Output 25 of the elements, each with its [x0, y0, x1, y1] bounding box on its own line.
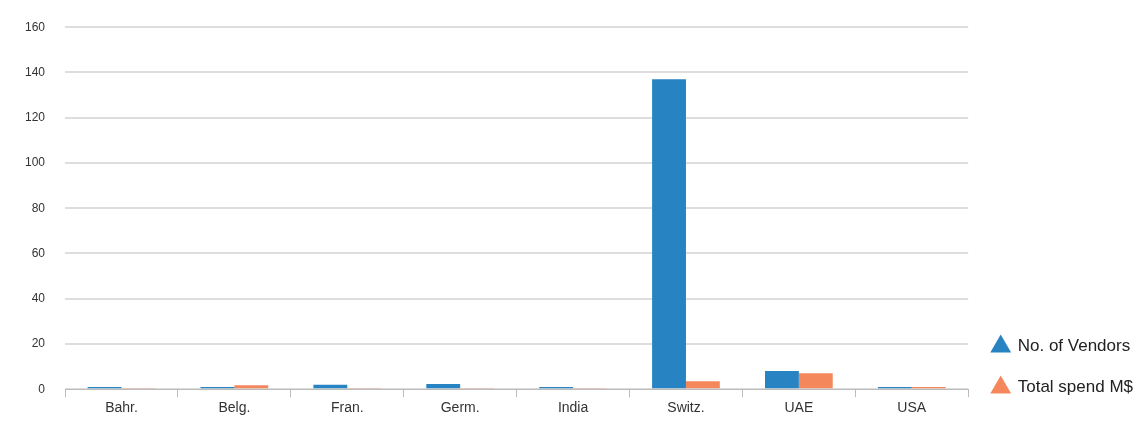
x-tick-label: USA [897, 399, 927, 416]
x-tick-label: Bahr. [105, 399, 138, 416]
bar [798, 373, 833, 389]
y-tick-label: 120 [24, 110, 46, 125]
bar [764, 371, 799, 389]
y-tick-label: 60 [31, 245, 46, 260]
y-tick-label: 100 [24, 155, 46, 170]
bar [685, 381, 720, 389]
bar [234, 385, 269, 389]
legend-label: Total spend M$ [1017, 377, 1134, 397]
y-tick-label: 40 [31, 291, 46, 306]
y-tick-label: 140 [24, 64, 46, 79]
legend-label: No. of Vendors [1017, 336, 1131, 356]
x-tick-label: Germ. [440, 399, 480, 416]
x-tick-label: Belg. [218, 399, 251, 416]
x-tick-label: UAE [784, 399, 814, 416]
y-tick-label: 160 [24, 19, 46, 34]
y-tick-label: 20 [31, 336, 46, 351]
y-tick-label: 80 [31, 200, 46, 215]
x-tick-label: India [557, 399, 589, 416]
x-tick-label: Switz. [667, 399, 705, 416]
y-tick-label: 0 [38, 381, 46, 396]
bar [426, 384, 461, 389]
bar [652, 79, 686, 389]
x-tick-label: Fran. [330, 399, 364, 416]
